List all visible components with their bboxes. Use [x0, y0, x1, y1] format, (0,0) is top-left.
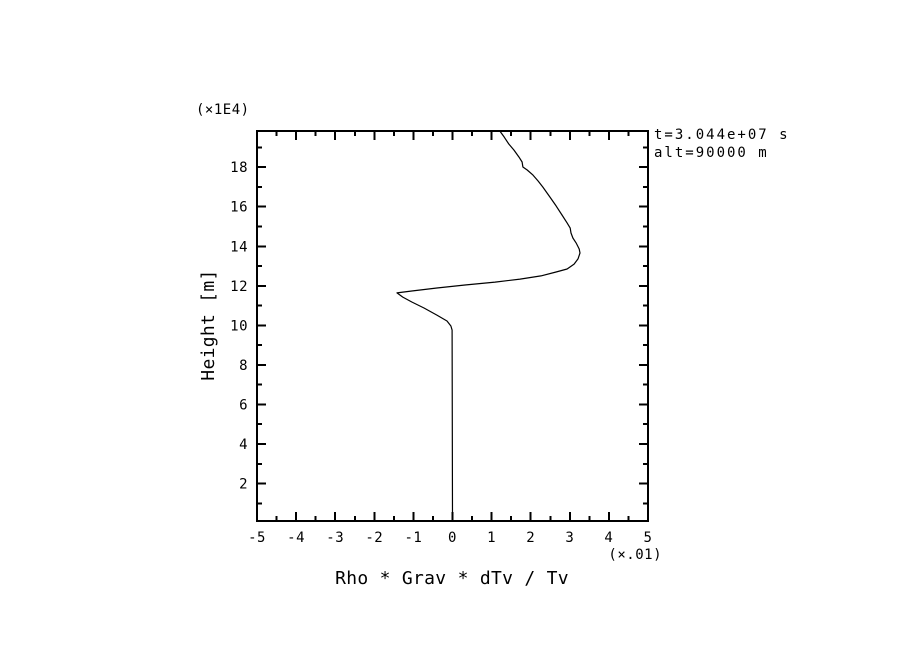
y-tick-label: 12 [230, 279, 248, 295]
profile-curve [396, 130, 581, 522]
y-tick-label: 6 [239, 397, 248, 413]
y-tick-label: 8 [239, 358, 248, 374]
x-tick-label: 1 [487, 530, 496, 546]
x-tick-label: 3 [565, 530, 574, 546]
x-tick-label: 5 [644, 530, 653, 546]
annotation-altitude: alt=90000 m [654, 145, 769, 161]
y-axis-scale-note: (×1E4) [196, 102, 250, 118]
x-tick-label: -1 [404, 530, 422, 546]
x-tick-label: -3 [326, 530, 344, 546]
x-axis-scale-note: (×.01) [608, 547, 662, 563]
y-tick-label: 4 [239, 437, 248, 453]
x-tick-label: -5 [248, 530, 266, 546]
y-tick-label: 2 [239, 477, 248, 493]
y-tick-label: 10 [230, 318, 248, 334]
x-tick-label: 2 [526, 530, 535, 546]
axis-ticks [256, 131, 649, 521]
y-axis-title: Height [m] [198, 269, 219, 380]
x-tick-label: 0 [448, 530, 457, 546]
x-tick-label: 4 [604, 530, 613, 546]
x-tick-label: -2 [365, 530, 383, 546]
x-tick-label: -4 [287, 530, 305, 546]
annotation-time: t=3.044e+07 s [654, 127, 790, 143]
y-tick-label: 14 [230, 239, 248, 255]
y-tick-label: 16 [230, 200, 248, 216]
x-axis-title: Rho * Grav * dTv / Tv [335, 568, 569, 589]
y-tick-label: 18 [230, 160, 248, 176]
